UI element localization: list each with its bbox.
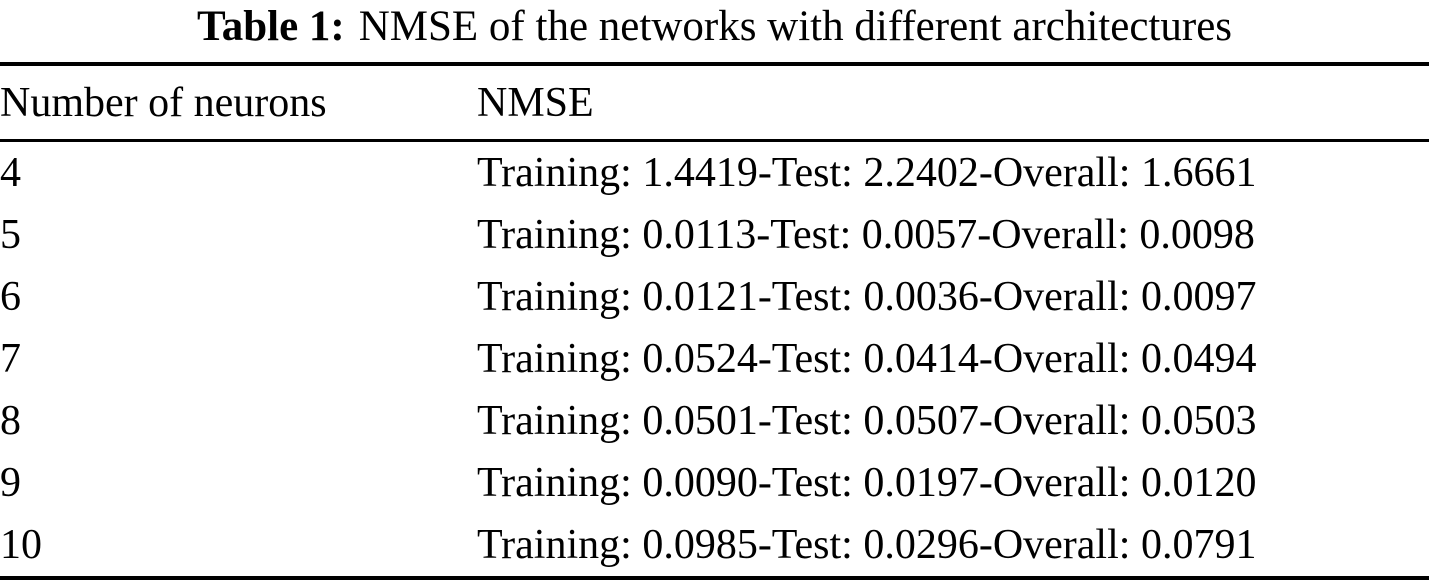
table-caption: Table 1: NMSE of the networks with differ… [0, 0, 1429, 52]
cell-neurons: 10 [0, 522, 42, 568]
nmse-table: Number of neurons NMSE 4 Training: 1.441… [0, 62, 1429, 580]
cell-nmse: Training: 0.0524-Test: 0.0414-Overall: 0… [477, 336, 1257, 382]
cell-nmse: Training: 1.4419-Test: 2.2402-Overall: 1… [477, 150, 1257, 196]
table-caption-text: NMSE of the networks with different arch… [358, 3, 1233, 50]
cell-neurons: 9 [0, 460, 21, 506]
table-caption-label: Table 1: [196, 3, 345, 50]
table-row: 9 Training: 0.0090-Test: 0.0197-Overall:… [0, 452, 1429, 514]
cell-nmse: Training: 0.0113-Test: 0.0057-Overall: 0… [477, 212, 1255, 258]
cell-neurons: 8 [0, 398, 21, 444]
cell-neurons: 4 [0, 150, 21, 196]
cell-neurons: 7 [0, 336, 21, 382]
cell-nmse: Training: 0.0501-Test: 0.0507-Overall: 0… [477, 398, 1257, 444]
table-row: 7 Training: 0.0524-Test: 0.0414-Overall:… [0, 328, 1429, 390]
column-header-number-of-neurons: Number of neurons [0, 64, 477, 142]
table-row: 4 Training: 1.4419-Test: 2.2402-Overall:… [0, 141, 1429, 205]
column-header-nmse: NMSE [477, 64, 1429, 142]
table-row: 8 Training: 0.0501-Test: 0.0507-Overall:… [0, 390, 1429, 452]
cell-neurons: 5 [0, 212, 21, 258]
cell-nmse: Training: 0.0985-Test: 0.0296-Overall: 0… [477, 522, 1257, 568]
table-row: 10 Training: 0.0985-Test: 0.0296-Overall… [0, 514, 1429, 578]
table-header-row: Number of neurons NMSE [0, 64, 1429, 142]
cell-neurons: 6 [0, 274, 21, 320]
cell-nmse: Training: 0.0090-Test: 0.0197-Overall: 0… [477, 460, 1257, 506]
table-row: 6 Training: 0.0121-Test: 0.0036-Overall:… [0, 266, 1429, 328]
table-row: 5 Training: 0.0113-Test: 0.0057-Overall:… [0, 204, 1429, 266]
cell-nmse: Training: 0.0121-Test: 0.0036-Overall: 0… [477, 274, 1257, 320]
